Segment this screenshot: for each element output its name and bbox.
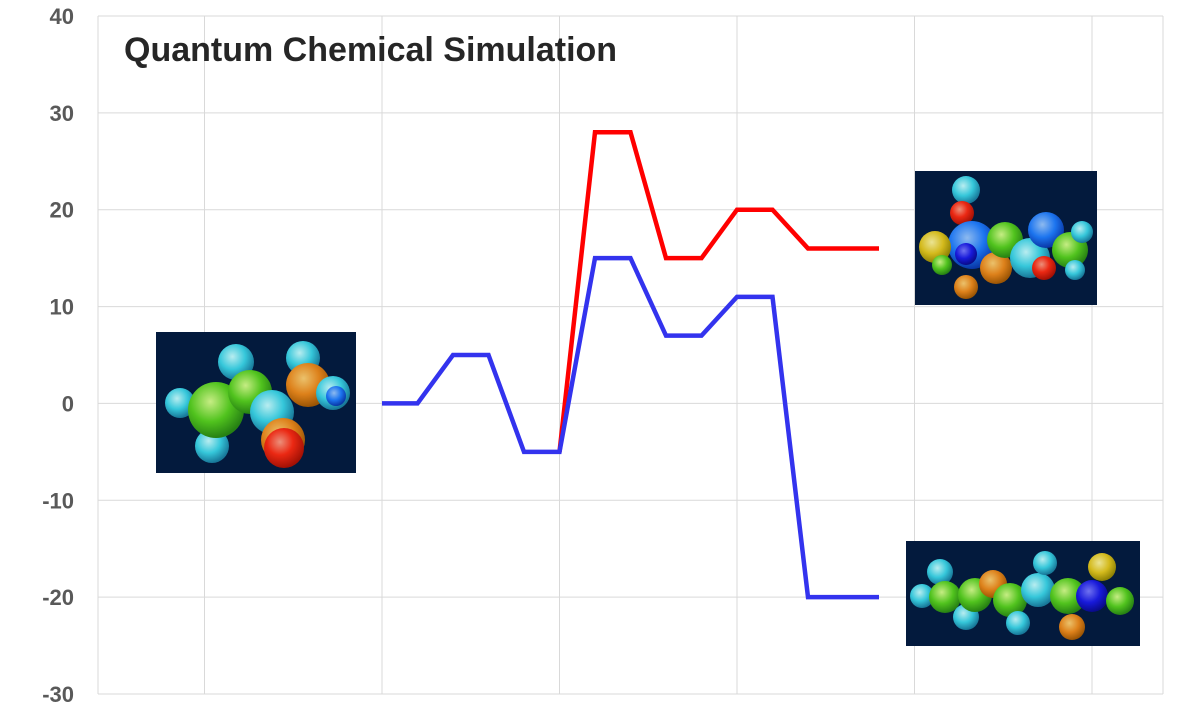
product-molecule-image-upper bbox=[915, 171, 1097, 305]
y-tick-label: 20 bbox=[50, 198, 74, 223]
y-axis: 40 30 20 10 0 -10 -20 -30 bbox=[42, 4, 74, 707]
chart-title: Quantum Chemical Simulation bbox=[124, 31, 617, 69]
y-tick-label: 10 bbox=[50, 295, 74, 320]
series-line-blue bbox=[382, 255, 879, 600]
series-line-red bbox=[557, 129, 879, 453]
y-tick-label: -10 bbox=[42, 488, 74, 513]
product-molecule-image-lower bbox=[906, 541, 1140, 646]
y-tick-label: -30 bbox=[42, 682, 74, 707]
y-tick-label: 30 bbox=[50, 101, 74, 126]
reactant-molecule-image bbox=[156, 332, 356, 473]
y-tick-label: -20 bbox=[42, 585, 74, 610]
series-lines bbox=[382, 129, 879, 600]
y-tick-label: 40 bbox=[50, 4, 74, 29]
y-tick-label: 0 bbox=[62, 391, 74, 416]
